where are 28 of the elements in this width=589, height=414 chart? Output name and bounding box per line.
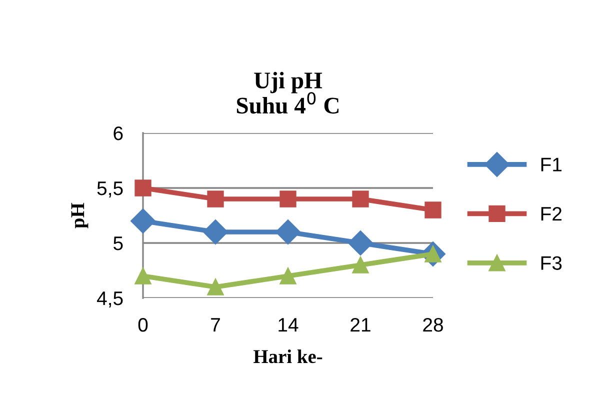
y-tick-label: 5 — [114, 236, 123, 250]
point — [276, 220, 300, 244]
legend-label: F2 — [541, 206, 562, 221]
y-tick-label: 6 — [114, 126, 123, 140]
x-tick-label: 21 — [350, 318, 370, 332]
point — [134, 180, 152, 196]
y-tick-label: 5,5 — [97, 182, 123, 198]
x-axis-title: Hari ke- — [254, 349, 322, 364]
point — [352, 190, 369, 208]
chart-title: Uji pH Suhu 4$^{0}$ C — [236, 72, 338, 114]
x-tick-label: 14 — [278, 318, 298, 332]
legend-label: F3 — [541, 256, 562, 270]
point — [207, 278, 224, 296]
point — [203, 220, 228, 244]
point — [352, 256, 369, 274]
point — [280, 268, 296, 284]
x-tick-label: 0 — [138, 318, 148, 332]
y-tick-label: 4,5 — [96, 292, 123, 308]
point — [348, 230, 373, 256]
point — [130, 208, 156, 234]
y-axis-title: pH — [71, 202, 88, 228]
point — [134, 268, 152, 284]
point — [280, 190, 296, 208]
point — [424, 202, 442, 218]
point — [207, 190, 224, 208]
x-tick-label: 7 — [211, 318, 220, 332]
legend-label: F1 — [541, 158, 562, 172]
x-tick-label: 28 — [423, 318, 443, 332]
